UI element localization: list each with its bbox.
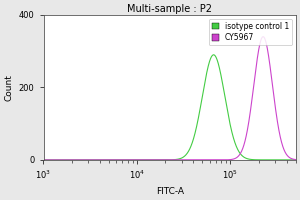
Title: Multi-sample : P2: Multi-sample : P2 <box>127 4 212 14</box>
X-axis label: FITC-A: FITC-A <box>156 187 184 196</box>
Legend: isotype control 1, CY5967: isotype control 1, CY5967 <box>209 19 292 45</box>
Y-axis label: Count: Count <box>4 74 13 101</box>
